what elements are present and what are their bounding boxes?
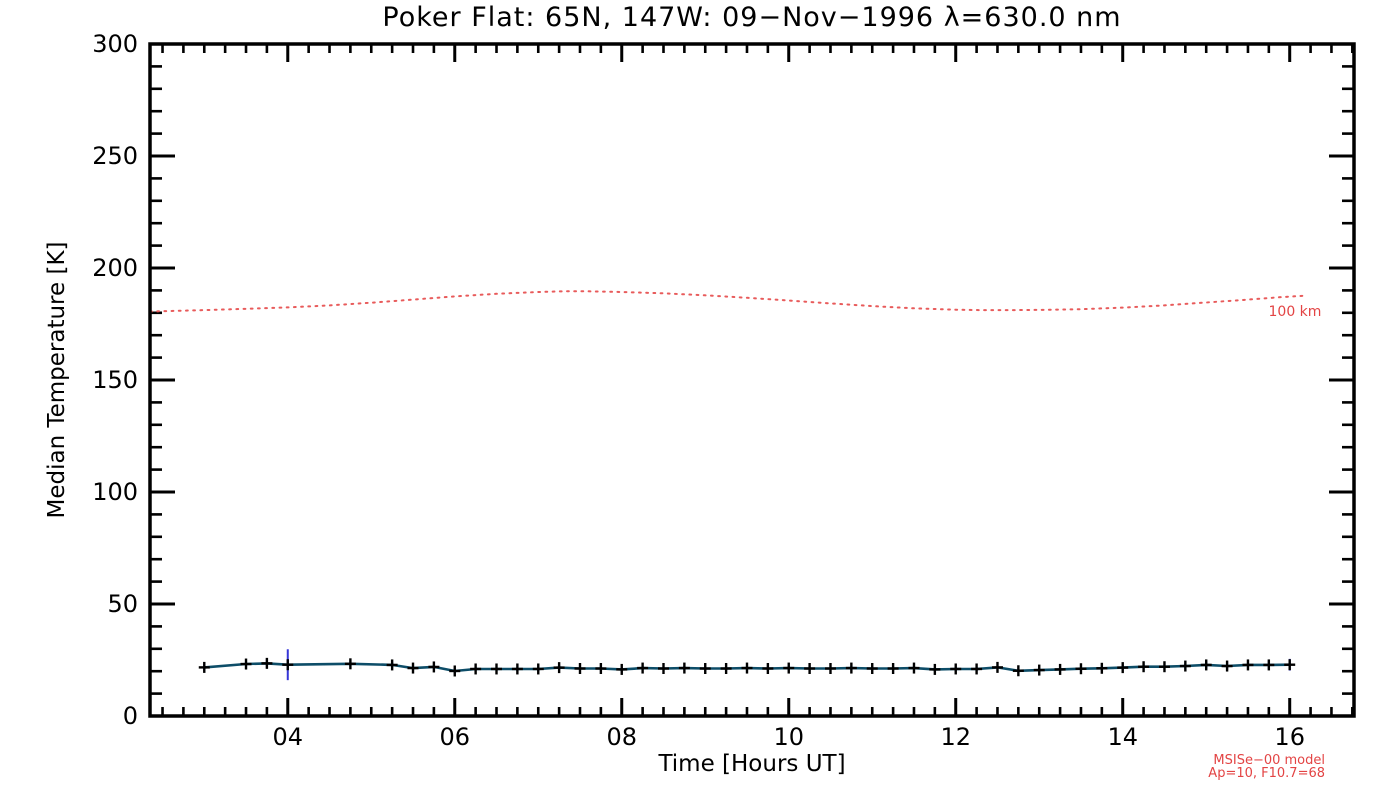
x-tick-label: 04 bbox=[272, 723, 303, 751]
model-params-text: Ap=10, F10.7=68 bbox=[1208, 766, 1325, 781]
model-curve-100km bbox=[149, 290, 1305, 313]
y-axis-label: Median Temperature [K] bbox=[44, 241, 70, 519]
model-credit: MSISe−00 model Ap=10, F10.7=68 bbox=[1208, 754, 1325, 780]
x-axis-label: Time [Hours UT] bbox=[658, 751, 846, 777]
x-tick-label: 12 bbox=[940, 723, 971, 751]
x-tick-label: 10 bbox=[773, 723, 804, 751]
y-tick-label: 150 bbox=[92, 366, 138, 394]
model-name-text: MSISe−00 model bbox=[1213, 753, 1325, 768]
plot-title: Poker Flat: 65N, 147W: 09−Nov−1996 λ=630… bbox=[382, 2, 1122, 33]
y-tick-label: 100 bbox=[92, 478, 138, 506]
y-tick-label: 250 bbox=[92, 142, 138, 170]
model-curve-label: 100 km bbox=[1269, 304, 1322, 320]
y-tick-label: 0 bbox=[123, 702, 138, 730]
x-tick-label: 08 bbox=[606, 723, 637, 751]
y-tick-label: 300 bbox=[92, 30, 138, 58]
x-tick-label: 14 bbox=[1107, 723, 1138, 751]
y-tick-label: 200 bbox=[92, 254, 138, 282]
y-tick-label: 50 bbox=[107, 590, 138, 618]
plot-frame bbox=[148, 42, 1356, 718]
x-tick-label: 16 bbox=[1274, 723, 1305, 751]
x-tick-label: 06 bbox=[439, 723, 470, 751]
